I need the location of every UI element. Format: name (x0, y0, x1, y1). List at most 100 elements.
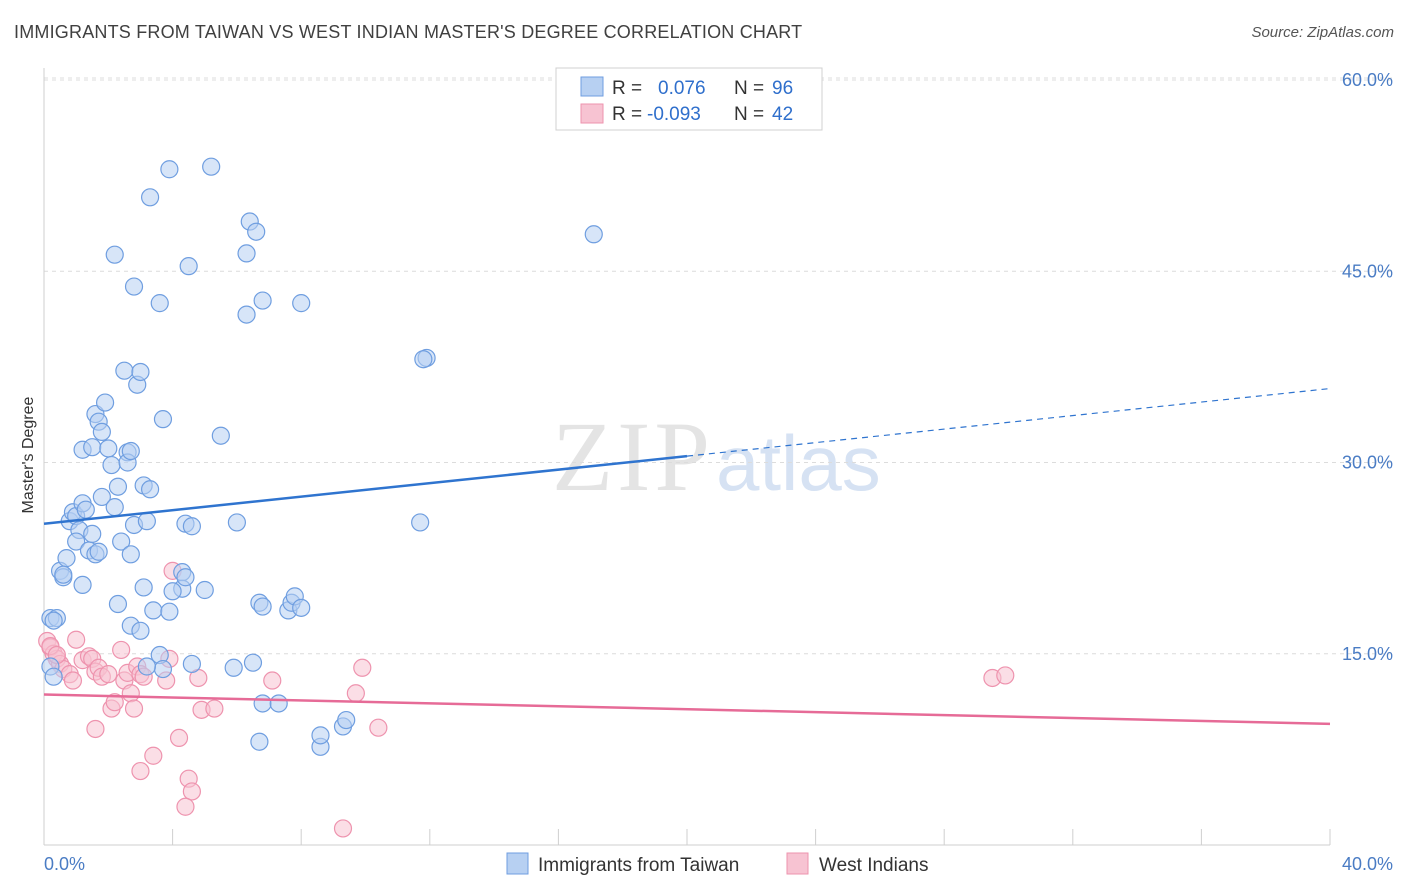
taiwan-point (253, 694, 272, 713)
taiwan-point (89, 542, 108, 561)
watermark-zip: ZIP (552, 401, 714, 512)
taiwan-point (195, 580, 214, 600)
legend-r-value-1: 0.076 (658, 78, 706, 99)
taiwan-point (160, 602, 179, 621)
taiwan-point (153, 659, 173, 679)
taiwan-point (112, 532, 131, 551)
y-tick-label: 60.0% (1342, 70, 1393, 90)
legend-r-label-1: R = (612, 78, 642, 99)
west-indians-point (205, 699, 224, 718)
taiwan-point (44, 667, 63, 686)
west-indians-point (105, 693, 124, 712)
taiwan-point (311, 726, 330, 745)
west-indians-point (369, 718, 388, 737)
x-tick-label: 0.0% (44, 854, 85, 874)
taiwan-point (83, 524, 102, 544)
taiwan-point (115, 361, 134, 380)
taiwan-point (121, 545, 140, 564)
west-indians-point (996, 666, 1015, 685)
taiwan-point (121, 441, 140, 461)
west-indians-point (121, 684, 140, 703)
axes (43, 68, 1331, 846)
legend-n-value-1: 96 (772, 78, 793, 99)
taiwan-point (131, 362, 150, 382)
taiwan-point (253, 291, 272, 310)
y-axis-label: Master's Degree (20, 396, 37, 513)
legend-n-value-2: 42 (772, 104, 793, 125)
taiwan-point (108, 477, 128, 496)
y-tick-label: 15.0% (1342, 644, 1393, 664)
taiwan-point (584, 225, 603, 244)
legend-swatch-blue (580, 76, 604, 97)
taiwan-point (292, 294, 311, 313)
west-indians-points (38, 561, 1015, 838)
taiwan-point (144, 601, 163, 620)
taiwan-point (137, 657, 156, 676)
taiwan-point (105, 498, 124, 517)
taiwan-point (134, 578, 153, 597)
west-indians-point (263, 671, 282, 690)
taiwan-point (57, 549, 76, 568)
west-indians-point (124, 699, 144, 718)
legend-r-value-2: -0.093 (647, 104, 701, 125)
taiwan-point (44, 611, 63, 630)
taiwan-point (182, 654, 201, 674)
taiwan-point (253, 597, 272, 616)
taiwan-point (243, 653, 263, 672)
bottom-legend-label-west-indians: West Indians (819, 855, 928, 876)
west-indians-point (112, 640, 131, 660)
taiwan-point (153, 410, 173, 429)
taiwan-point (202, 157, 221, 176)
taiwan-trend-line-extension (686, 387, 1331, 457)
x-tick-label: 40.0% (1342, 854, 1393, 874)
taiwan-point (54, 565, 73, 584)
bottom-legend-swatch-pink (786, 852, 809, 875)
taiwan-point (124, 277, 144, 296)
x-tick-labels: 0.0% 40.0% (44, 854, 1393, 874)
legend-n-label-2: N = (734, 104, 764, 125)
taiwan-point (224, 658, 243, 677)
taiwan-point (137, 512, 156, 531)
bottom-legend-label-taiwan: Immigrants from Taiwan (538, 855, 739, 876)
taiwan-point (102, 455, 121, 475)
taiwan-point (179, 257, 198, 276)
gridlines (44, 77, 1393, 655)
legend-n-label-1: N = (734, 78, 764, 99)
west-indians-point (86, 719, 105, 739)
taiwan-point (73, 575, 92, 595)
taiwan-point (92, 422, 111, 441)
west-indians-point (99, 665, 118, 684)
taiwan-point (95, 393, 115, 412)
watermark: ZIP atlas (552, 401, 881, 512)
taiwan-point (92, 487, 111, 507)
source-credit: Source: ZipAtlas.com (1251, 24, 1394, 41)
legend-r-label-2: R = (612, 104, 642, 125)
bottom-legend-swatch-blue (506, 852, 529, 875)
west-indians-point (176, 797, 195, 816)
taiwan-point (237, 305, 256, 324)
taiwan-point (105, 245, 124, 264)
taiwan-point (160, 160, 179, 179)
taiwan-point (163, 582, 182, 601)
taiwan-point (108, 594, 128, 614)
taiwan-point (182, 517, 201, 536)
taiwan-point (250, 732, 269, 751)
taiwan-trend-line (43, 454, 688, 525)
west-indians-point (353, 658, 372, 677)
legend-swatch-pink (580, 103, 604, 124)
taiwan-point (83, 438, 102, 457)
taiwan-point (140, 480, 160, 499)
taiwan-point (99, 439, 118, 458)
taiwan-point (247, 222, 266, 241)
chart-title: IMMIGRANTS FROM TAIWAN VS WEST INDIAN MA… (14, 22, 803, 42)
west-indians-point (182, 782, 201, 801)
taiwan-point (150, 294, 169, 313)
y-tick-label: 30.0% (1342, 453, 1393, 473)
taiwan-point (76, 500, 95, 519)
west-indians-point (333, 819, 353, 838)
taiwan-point (337, 710, 356, 730)
trend-lines (43, 387, 1331, 726)
taiwan-points (41, 157, 603, 756)
west-indians-point (169, 728, 189, 748)
